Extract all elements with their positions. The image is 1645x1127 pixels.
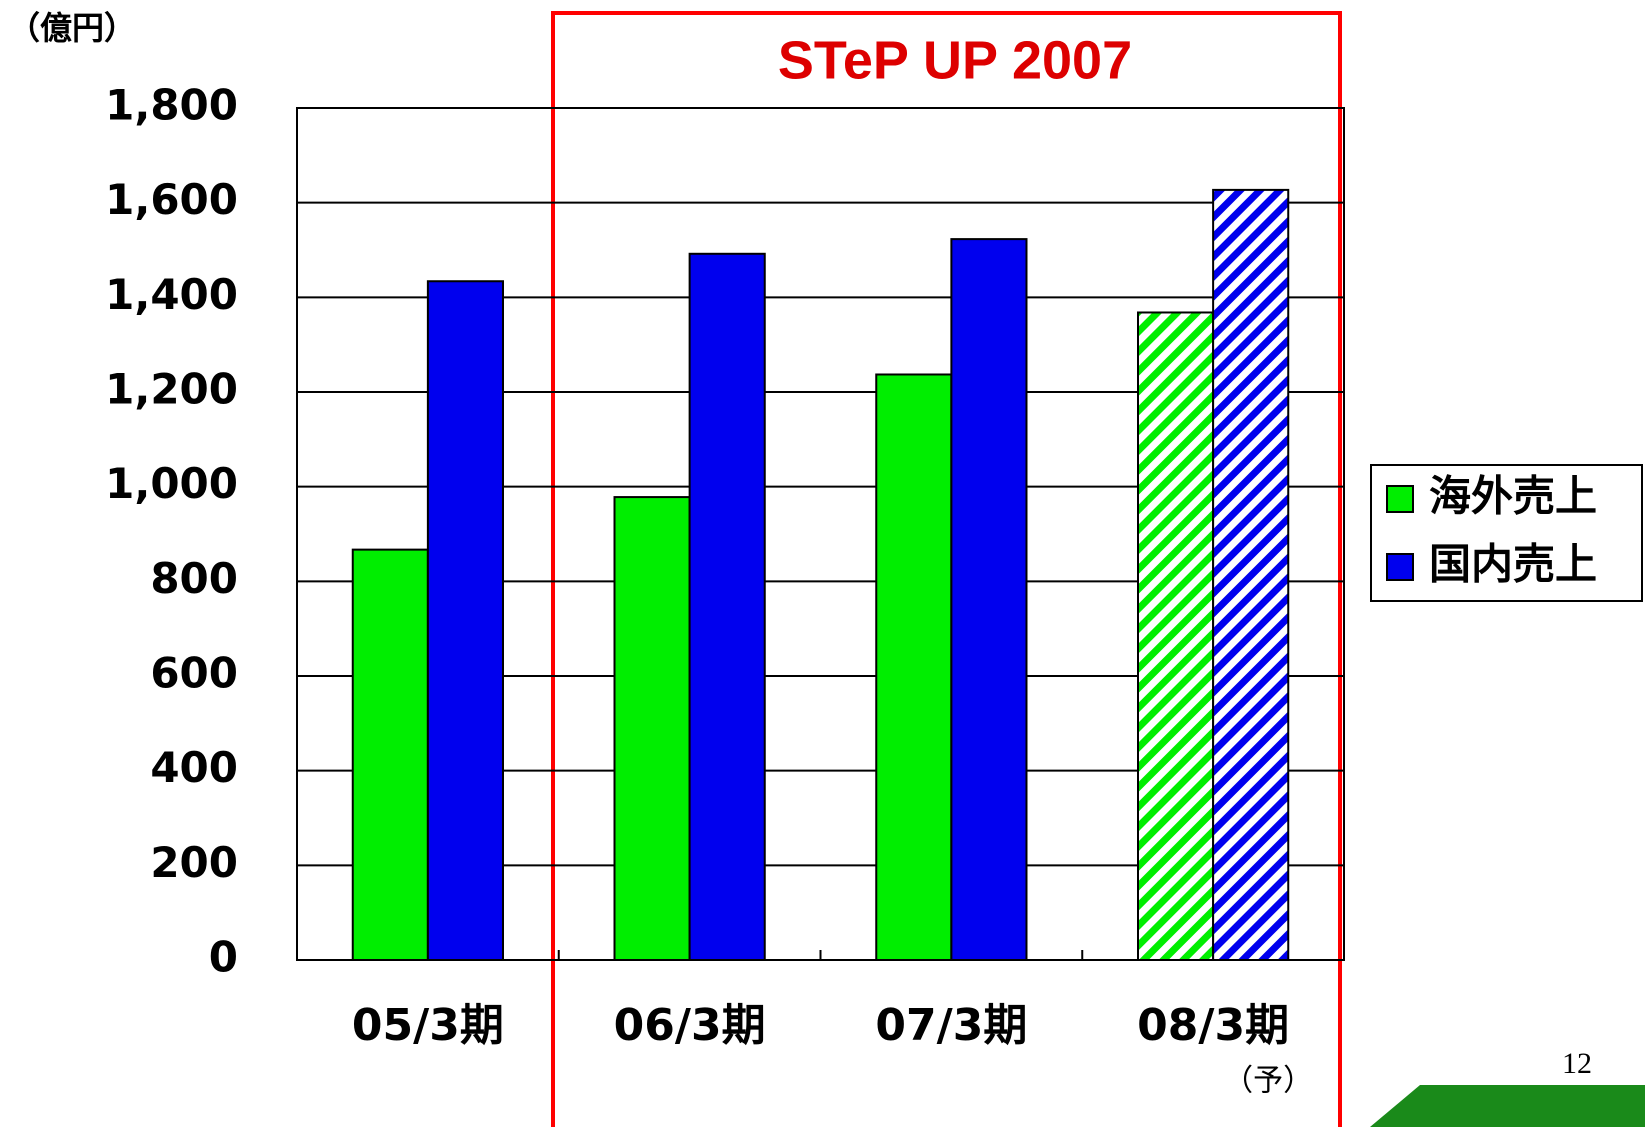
bar xyxy=(351,548,429,961)
logo-shape xyxy=(1370,1085,1645,1127)
legend-swatch xyxy=(1386,485,1414,513)
x-tick-label: 05/3期 xyxy=(352,1000,504,1051)
unit-label: （億円） xyxy=(8,9,136,47)
highlight-frame xyxy=(551,11,1342,1127)
y-tick-label: 400 xyxy=(150,743,238,792)
y-tick-label: 600 xyxy=(150,649,238,698)
y-tick-label: 800 xyxy=(150,554,238,603)
x-tick-label: 08/3期 xyxy=(1137,1000,1289,1051)
chart-title: STeP UP 2007 xyxy=(778,30,1132,90)
bar xyxy=(950,238,1028,961)
x-tick-label: 07/3期 xyxy=(875,1000,1027,1051)
bar xyxy=(1212,188,1290,962)
y-tick-label: 0 xyxy=(209,933,238,982)
bar xyxy=(613,496,691,961)
y-tick-label: 1,400 xyxy=(105,270,238,319)
legend-label: 国内売上 xyxy=(1429,540,1597,589)
legend-box xyxy=(1370,464,1643,602)
bar xyxy=(875,373,953,961)
x-tick-label: 06/3期 xyxy=(614,1000,766,1051)
category-note: （予） xyxy=(1223,1064,1313,1099)
y-tick-label: 1,600 xyxy=(105,175,238,224)
bar xyxy=(688,252,766,961)
bar xyxy=(1137,311,1215,962)
bar xyxy=(426,280,504,961)
y-tick-label: 1,200 xyxy=(105,365,238,414)
page-number: 12 xyxy=(1562,1047,1592,1080)
y-tick-label: 200 xyxy=(150,838,238,887)
legend-swatch xyxy=(1386,553,1414,581)
legend-label: 海外売上 xyxy=(1429,472,1597,521)
y-tick-label: 1,800 xyxy=(105,81,238,130)
y-tick-label: 1,000 xyxy=(105,459,238,508)
